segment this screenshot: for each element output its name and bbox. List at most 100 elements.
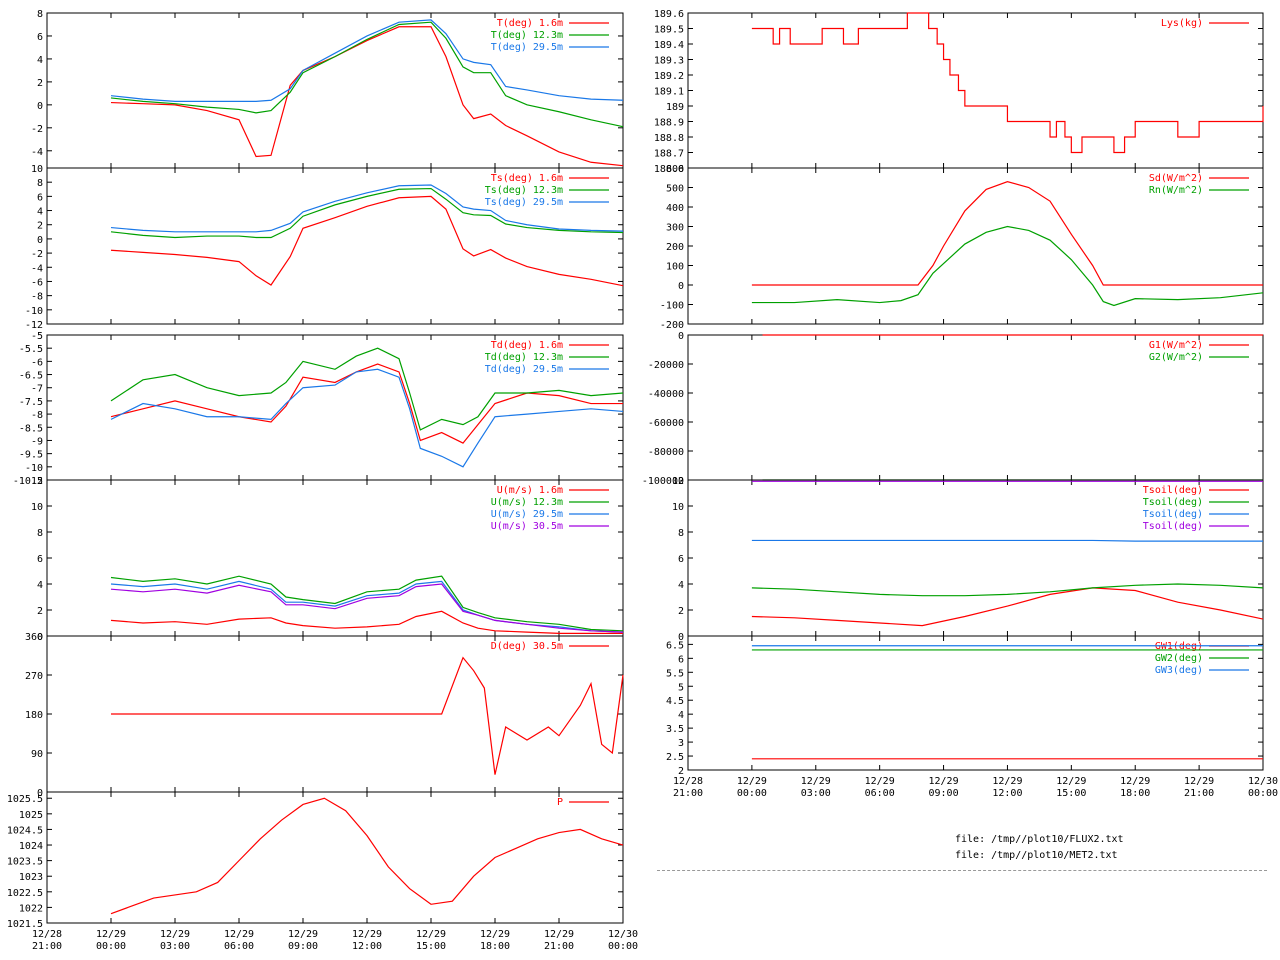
legend-label-GW-0: GW1(deg) [1155,641,1203,652]
x-tick-date-GW-6: 12/29 [1056,776,1086,787]
legend-label-Ts-1: Ts(deg) 12.3m [485,185,563,196]
y-tick-label-P-4: 1023.5 [7,857,43,868]
x-tick-time-P-0: 21:00 [32,941,62,952]
legend-label-T-2: T(deg) 29.5m [491,42,563,53]
y-tick-label-T-0: 8 [37,9,43,20]
y-tick-label-T-5: -2 [31,124,43,135]
y-tick-label-GW-9: 2 [678,766,684,777]
x-tick-date-P-0: 12/28 [32,929,62,940]
y-tick-label-G-0: 0 [678,331,684,342]
y-tick-label-P-2: 1024.5 [7,825,43,836]
y-tick-label-GW-5: 4 [678,710,684,721]
x-tick-time-P-4: 09:00 [288,941,318,952]
series-line-Tsoil-1 [751,583,1264,597]
y-tick-label-Ts-9: -8 [31,292,43,303]
x-tick-date-GW-3: 12/29 [865,776,895,787]
y-tick-label-Sd-8: -200 [660,320,684,331]
y-tick-label-D-4: 0 [37,788,43,799]
x-tick-time-GW-2: 03:00 [801,788,831,799]
y-tick-label-Ts-11: -12 [25,320,43,331]
y-tick-label-Ts-7: -4 [31,263,43,274]
y-tick-label-Sd-1: 500 [666,184,684,195]
plot-frame-P [46,791,624,924]
y-tick-label-P-0: 1025.5 [7,794,43,805]
y-tick-label-GW-8: 2.5 [666,752,684,763]
y-tick-label-Ts-1: 8 [37,178,43,189]
y-tick-label-Tsoil-4: 4 [678,580,684,591]
legend-label-U-3: U(m/s) 30.5m [491,521,563,532]
y-tick-label-Lys-7: 188.9 [654,118,684,129]
y-tick-label-D-3: 90 [31,749,43,760]
y-tick-label-P-3: 1024 [19,841,43,852]
series-line-Td-1 [110,347,624,431]
x-tick-date-GW-0: 12/28 [673,776,703,787]
y-tick-label-Lys-6: 189 [666,102,684,113]
x-tick-time-P-3: 06:00 [224,941,254,952]
y-tick-label-Tsoil-5: 2 [678,606,684,617]
y-tick-label-Td-10: -10 [25,463,43,474]
y-tick-label-T-2: 4 [37,55,43,66]
plot-frame-Lys [687,12,1264,169]
y-tick-label-GW-1: 6 [678,654,684,665]
legend-label-Lys-0: Lys(kg) [1161,18,1203,29]
legend-label-D-0: D(deg) 30.5m [491,641,563,652]
y-tick-label-P-8: 1021.5 [7,919,43,930]
x-tick-date-GW-8: 12/29 [1184,776,1214,787]
file-caption-met: file: /tmp//plot10/MET2.txt [955,850,1118,861]
y-tick-label-GW-2: 5.5 [666,668,684,679]
y-tick-label-Sd-4: 200 [666,242,684,253]
series-line-U-2 [110,580,624,633]
y-tick-label-D-1: 270 [25,671,43,682]
y-tick-label-P-5: 1023 [19,872,43,883]
y-tick-label-U-3: 6 [37,554,43,565]
y-tick-label-Td-1: -5.5 [19,344,43,355]
x-tick-time-P-2: 03:00 [160,941,190,952]
legend-label-G-0: G1(W/m^2) [1149,340,1203,351]
x-tick-date-P-5: 12/29 [352,929,382,940]
y-tick-label-Lys-3: 189.3 [654,56,684,67]
y-tick-label-D-2: 180 [25,710,43,721]
y-tick-label-D-0: 360 [25,632,43,643]
series-line-Td-0 [110,363,623,444]
series-line-T-1 [110,21,624,128]
x-tick-time-P-7: 18:00 [480,941,510,952]
x-tick-date-P-8: 12/29 [544,929,574,940]
y-tick-label-Ts-6: -2 [31,249,43,260]
y-tick-label-Td-5: -7.5 [19,397,43,408]
y-tick-label-Ts-2: 6 [37,192,43,203]
series-line-Lys-0 [751,12,1264,154]
series-line-U-3 [110,583,624,633]
legend-label-Sd-0: Sd(W/m^2) [1149,173,1203,184]
y-tick-label-Sd-6: 0 [678,281,684,292]
y-tick-label-Lys-5: 189.1 [654,87,684,98]
series-line-Ts-1 [110,187,624,239]
legend-label-P-0: P [557,797,563,808]
x-tick-time-GW-5: 12:00 [992,788,1022,799]
y-tick-label-G-1: -20000 [648,360,684,371]
legend-label-Tsoil-0: Tsoil(deg) [1143,485,1203,496]
y-tick-label-Lys-10: 188.6 [654,164,684,175]
y-tick-label-Lys-8: 188.8 [654,133,684,144]
series-line-Td-2 [110,368,624,468]
legend-label-Tsoil-3: Tsoil(deg) [1143,521,1203,532]
y-tick-label-Ts-8: -6 [31,277,43,288]
y-tick-label-G-3: -60000 [648,418,684,429]
y-tick-label-Td-8: -9 [31,436,43,447]
y-tick-label-Tsoil-6: 0 [678,632,684,643]
series-line-U-1 [110,575,624,632]
series-line-T-0 [110,26,624,167]
x-tick-time-GW-0: 21:00 [673,788,703,799]
legend-label-Tsoil-2: Tsoil(deg) [1143,509,1203,520]
plot-frame-GW [687,635,1264,771]
y-tick-label-Sd-5: 100 [666,262,684,273]
y-tick-label-Td-7: -8.5 [19,423,43,434]
y-tick-label-T-4: 0 [37,101,43,112]
x-tick-date-GW-5: 12/29 [992,776,1022,787]
series-line-Tsoil-2 [751,539,1263,542]
y-tick-label-U-5: 2 [37,606,43,617]
legend-label-U-1: U(m/s) 12.3m [491,497,563,508]
y-tick-label-T-3: 2 [37,78,43,89]
x-tick-date-P-9: 12/30 [608,929,638,940]
y-tick-label-Ts-3: 4 [37,207,43,218]
y-tick-label-U-2: 8 [37,528,43,539]
